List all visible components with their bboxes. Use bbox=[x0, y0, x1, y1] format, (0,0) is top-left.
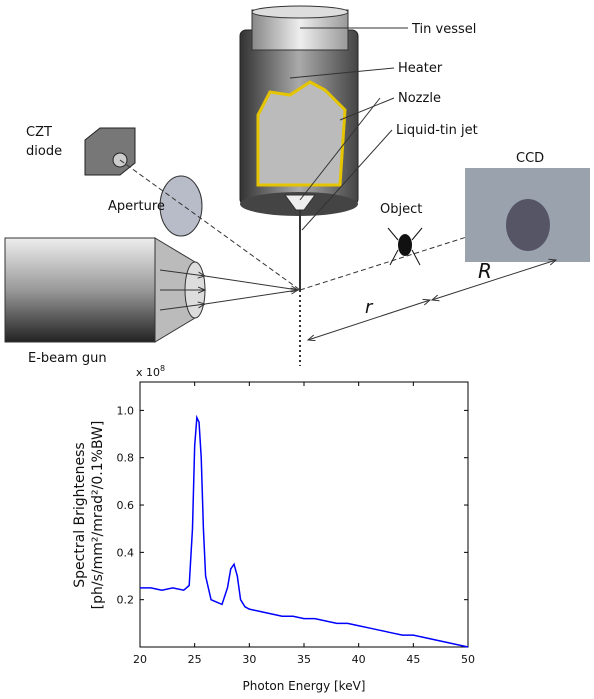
multiplier-base: x 10 bbox=[136, 366, 160, 379]
page: {"diagram": {"labels": {"tin_vessel": "T… bbox=[0, 0, 594, 699]
y-tick-label: 0.2 bbox=[117, 594, 135, 607]
x-title: Photon Energy [keV] bbox=[243, 679, 366, 693]
aperture bbox=[160, 176, 202, 236]
label: CCD bbox=[516, 151, 544, 166]
label: CZT bbox=[26, 125, 52, 140]
spider-image bbox=[506, 199, 550, 251]
x-tick-label: 25 bbox=[188, 653, 202, 666]
vessel-top bbox=[252, 6, 348, 18]
label: diode bbox=[26, 144, 62, 159]
y-title: Spectral Brighteness bbox=[72, 442, 88, 587]
y-tick-label: 1.0 bbox=[117, 404, 135, 417]
label: Tin vessel bbox=[411, 22, 476, 37]
label: Aperture bbox=[108, 199, 165, 214]
big-r-arrow bbox=[432, 260, 556, 300]
label: Liquid-tin jet bbox=[396, 123, 478, 138]
multiplier: x 108 bbox=[136, 364, 165, 379]
y-title: [ph/s/mm²/mrad²/0.1%BW] bbox=[90, 421, 106, 610]
cutaway bbox=[258, 82, 345, 185]
x-tick-label: 40 bbox=[352, 653, 366, 666]
y-tick-label: 0.8 bbox=[117, 452, 135, 465]
label: R bbox=[478, 259, 492, 283]
x-tick-label: 35 bbox=[297, 653, 311, 666]
label: E-beam gun bbox=[28, 351, 107, 366]
diagram: Tin vessel Heater Nozzle Liquid-tin jet … bbox=[5, 6, 590, 366]
gun-body bbox=[5, 238, 155, 342]
label: Nozzle bbox=[398, 91, 441, 106]
x-tick-label: 45 bbox=[406, 653, 420, 666]
y-tick-label: 0.6 bbox=[117, 499, 135, 512]
figure: Tin vessel Heater Nozzle Liquid-tin jet … bbox=[0, 0, 594, 699]
label: Heater bbox=[398, 61, 443, 76]
chart: x 108 Photon Energy [keV] Spectral Brigh… bbox=[72, 364, 475, 693]
label: r bbox=[365, 297, 374, 318]
czt-diode bbox=[85, 128, 135, 175]
x-tick-label: 20 bbox=[133, 653, 147, 666]
x-tick-label: 50 bbox=[461, 653, 475, 666]
y-tick-label: 0.4 bbox=[117, 546, 135, 559]
spider bbox=[398, 234, 412, 256]
x-tick-label: 30 bbox=[242, 653, 256, 666]
label: Object bbox=[380, 202, 422, 217]
spectrum-line bbox=[140, 417, 468, 647]
plot-frame bbox=[140, 382, 468, 647]
multiplier-exp: 8 bbox=[160, 364, 165, 373]
